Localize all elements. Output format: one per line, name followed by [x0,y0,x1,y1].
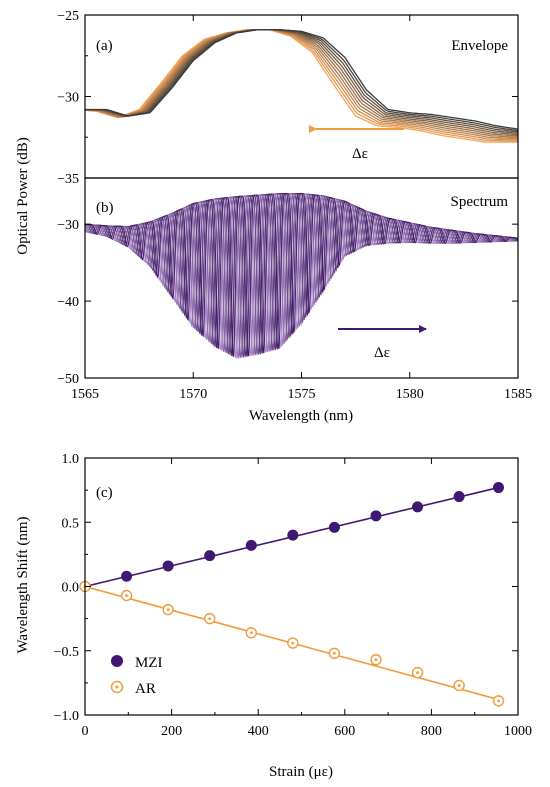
strain-panel-label: (c) [96,485,113,501]
spectrum-y-tick-label: −40 [57,295,79,310]
strain-panel: 0 200 400 600 800 1000 1.0 0.5 0.0 −0.5 −1.0 (c) M… [15,452,532,780]
mzi-point [287,529,299,541]
shift-y-tick-label: −0.5 [54,645,79,660]
envelope-series-1 [85,29,518,130]
ar-point-dot [249,631,253,635]
ar-point-dot [208,617,212,621]
envelope-panel: −25 −30 −35 (a) Envelope Δε [57,9,519,187]
envelope-series-3 [85,29,518,133]
envelope-series-11 [85,29,518,143]
strain-x-tick-label: 1000 [504,724,532,739]
legend-ar-label: AR [135,681,156,697]
mzi-point [412,501,424,513]
spectrum-y-tick-label: −50 [57,372,79,387]
spectrum-series-4 [85,192,518,358]
wavelength-x-tick-label: 1575 [288,387,316,402]
ar-point-dot [125,594,128,597]
ar-point-dot [457,684,461,687]
envelope-y-tick-label: −35 [57,172,79,187]
envelope-y-ticks: −25 −30 −35 [57,9,518,187]
shift-y-tick-label: −1.0 [54,709,79,724]
spectrum-y-tick-label: −30 [57,218,79,233]
spectrum-curves [85,192,518,359]
envelope-delta-label: Δε [352,146,368,162]
mzi-point [204,550,216,562]
envelope-panel-label: (a) [96,38,113,54]
spectrum-panel-label: (b) [96,200,114,216]
wavelength-x-tick-label: 1585 [504,387,532,402]
envelope-series-6 [85,29,518,137]
envelope-series-4 [85,29,518,134]
legend-ar-marker [110,680,124,694]
strain-x-tick-label: 800 [421,724,442,739]
envelope-title: Envelope [451,38,508,54]
ar-point-dot [374,658,378,662]
envelope-series-7 [85,29,518,138]
data-markers [79,482,505,707]
envelope-series-2 [85,29,518,132]
mzi-point [245,539,257,551]
spectrum-series-1 [85,192,518,357]
mzi-point [121,570,133,582]
shift-y-tick-label: 1.0 [62,452,80,467]
mzi-point [328,521,340,533]
wavelength-axis-label: Wavelength (nm) [249,408,353,424]
envelope-y-tick-label: −30 [57,91,79,106]
envelope-series-10 [85,29,518,142]
strain-x-tick-label: 600 [334,724,355,739]
legend-mzi-label: MZI [135,655,163,671]
spectrum-series-3 [85,192,518,358]
wavelength-x-tick-label: 1565 [71,387,99,402]
envelope-series-8 [85,29,518,139]
spectrum-delta-label: Δε [374,345,390,361]
ar-point-dot [333,651,336,655]
mzi-point [370,510,382,522]
legend-mzi-marker [111,655,123,667]
strain-x-tick-label: 400 [248,724,269,739]
ar-point-dot [416,671,419,674]
shift-y-tick-label: 0.5 [62,516,80,531]
strain-ticks: 0 200 400 600 800 1000 1.0 0.5 0.0 −0.5 −1.0 [54,452,532,739]
strain-x-tick-label: 200 [161,724,182,739]
wavelength-x-tick-label: 1580 [396,387,424,402]
spectrum-title: Spectrum [451,194,509,210]
wavelength-x-tick-label: 1570 [179,387,207,402]
envelope-y-tick-label: −25 [57,9,79,24]
envelope-series-5 [85,29,518,135]
mzi-point [493,482,505,494]
ar-point-dot [166,608,170,612]
mzi-point [453,491,465,503]
envelope-curves [85,29,518,143]
strain-axis-label: Strain (με) [269,764,333,780]
ar-point-dot [291,641,295,645]
ar-point-dot [497,699,500,703]
envelope-series-9 [85,29,518,141]
legend-ar-marker-dot [115,685,119,689]
shift-y-tick-label: 0.0 [62,581,80,596]
mzi-point [162,560,174,572]
legend: MZI AR [110,655,163,697]
strain-plot-frame [84,457,519,716]
strain-x-tick-label: 0 [82,724,89,739]
wavelength-shift-axis-label: Wavelength Shift (nm) [15,516,31,653]
optical-power-axis-label: Optical Power (dB) [15,137,31,254]
